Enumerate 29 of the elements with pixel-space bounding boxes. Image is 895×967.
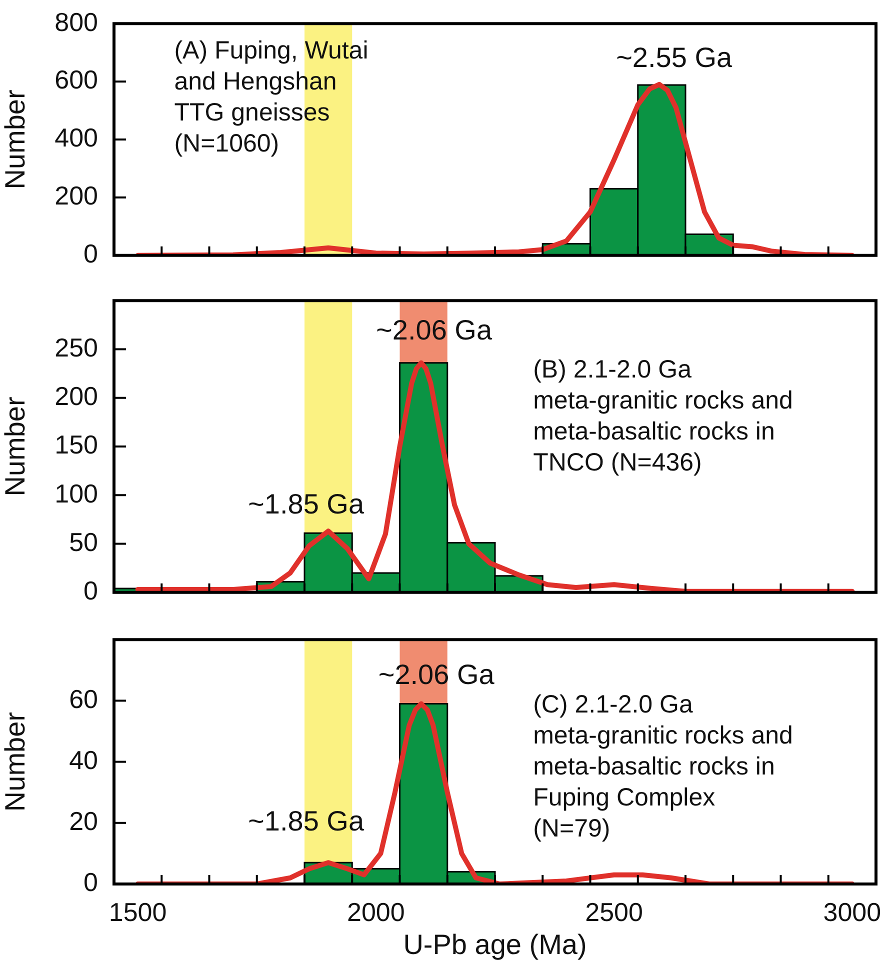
x-axis-title: U-Pb age (Ma): [403, 928, 587, 960]
y-tick-label: 20: [69, 806, 98, 836]
y-tick-label: 150: [54, 430, 98, 460]
y-tick-label: 200: [54, 180, 98, 211]
y-tick-label: 0: [84, 576, 98, 606]
y-tick-label: 100: [54, 478, 98, 508]
y-tick-label: 250: [54, 332, 98, 362]
annotation: ~1.85 Ga: [248, 806, 364, 837]
x-tick-label: 3000: [823, 896, 882, 927]
y-tick-label: 40: [69, 744, 98, 775]
y-tick-label: 600: [54, 64, 98, 95]
y-tick-label: 800: [54, 6, 98, 37]
x-tick-label: 2000: [347, 896, 405, 927]
annotation: ~1.85 Ga: [248, 488, 364, 520]
annotation: (C) 2.1-2.0 Ga meta-granitic rocks and meta-basaltic rocks in Fuping Complex (N=79): [533, 690, 793, 842]
y-tick-label: 200: [54, 381, 98, 412]
y-axis-title: Number: [0, 712, 31, 812]
y-tick-label: 60: [69, 684, 98, 714]
x-tick-label: 2500: [585, 896, 643, 927]
y-tick-label: 50: [69, 526, 98, 557]
annotation: ~2.55 Ga: [616, 42, 732, 73]
y-axis-title: Number: [0, 90, 31, 190]
y-tick-label: 0: [84, 238, 98, 269]
annotation: (A) Fuping, Wutai and Hengshan TTG gneisses (N=1060): [174, 36, 368, 158]
x-tick-label: 1500: [108, 896, 167, 927]
annotation: (B) 2.1-2.0 Ga meta-granitic rocks and meta-basaltic rocks in TNCO (N=436): [533, 356, 793, 477]
y-tick-label: 400: [54, 122, 98, 153]
y-axis-title: Number: [0, 396, 31, 496]
y-tick-label: 0: [84, 867, 98, 898]
